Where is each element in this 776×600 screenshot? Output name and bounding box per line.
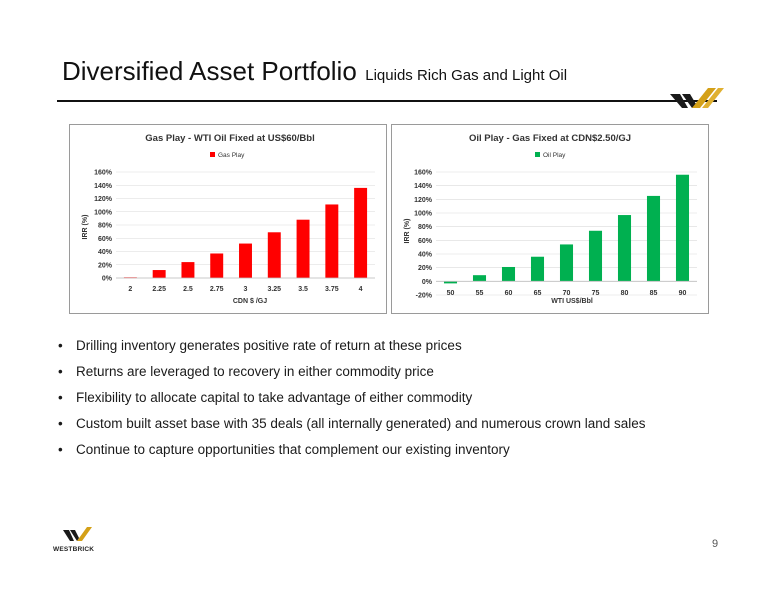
gas-y-tick-label: 20% [98,262,113,269]
oil-x-tick-label: 90 [679,290,687,297]
oil-x-tick-label: 70 [563,290,571,297]
gas-x-tick-label: 4 [359,286,363,293]
gas-x-tick-label: 3 [244,286,248,293]
gas-y-axis-label: IRR (%) [82,215,89,240]
oil-bar [472,275,487,282]
gas-bar [239,243,252,278]
oil-bar [617,215,632,282]
oil-x-tick-label: 85 [650,290,658,297]
gas-y-tick-label: 120% [94,196,113,203]
gas-legend-swatch [210,152,215,157]
gas-bar [152,270,166,278]
oil-bar [443,281,458,284]
oil-x-tick-label: 50 [447,290,455,297]
footer-logo-text: WESTBRICK [53,546,95,553]
oil-bar [559,244,574,282]
oil-y-tick-label: 80% [418,224,433,231]
oil-y-tick-label: 160% [414,170,433,177]
oil-bar [646,195,661,282]
gas-x-tick-label: 2.75 [210,286,224,293]
bullet-item: Custom built asset base with 35 deals (a… [56,411,646,437]
gas-x-tick-label: 3.5 [298,286,308,293]
gas-x-tick-label: 2.25 [152,286,166,293]
oil-y-tick-label: 120% [414,197,433,204]
gas-bar [325,204,339,278]
gas-y-tick-label: 140% [94,183,113,190]
gas-bar [181,262,195,278]
oil-play-chart-svg: Oil Play - Gas Fixed at CDN$2.50/GJ Oil … [404,133,697,305]
oil-bar [530,256,545,282]
bullet-item: Flexibility to allocate capital to take … [56,385,646,411]
oil-y-axis-label: IRR (%) [404,219,411,244]
gas-bar [267,232,281,278]
gas-play-chart: Gas Play - WTI Oil Fixed at US$60/Bbl Ga… [69,124,387,314]
gas-bar [210,253,224,278]
oil-y-tick-label: 100% [414,211,433,218]
oil-x-tick-label: 80 [621,290,629,297]
oil-y-tick-label: 20% [418,265,433,272]
gas-y-tick-label: 40% [98,249,113,256]
oil-play-chart: Oil Play - Gas Fixed at CDN$2.50/GJ Oil … [391,124,709,314]
bullet-item: Returns are leveraged to recovery in eit… [56,359,646,385]
gas-y-tick-label: 80% [98,223,113,230]
gas-chart-title: Gas Play - WTI Oil Fixed at US$60/Bbl [145,133,314,144]
oil-legend-swatch [535,152,540,157]
gas-x-tick-label: 2.5 [183,286,193,293]
title-divider [57,100,717,102]
footer-logo-icon [63,527,92,541]
bullet-item: Drilling inventory generates positive ra… [56,333,646,359]
oil-y-tick-label: 140% [414,183,433,190]
oil-plot: -20% 0% 20% 40% 60% 80% 100% 120% 140% 160% 50 55 60… [414,170,697,300]
gas-legend-label: Gas Play [218,152,245,159]
oil-y-tick-label: 40% [418,252,433,259]
oil-y-tick-label: 0% [422,279,433,286]
title-main: Diversified Asset Portfolio [62,56,357,86]
bullet-list: Drilling inventory generates positive ra… [56,333,646,463]
oil-x-tick-label: 65 [534,290,542,297]
oil-x-axis-label: WTI US$/Bbl [551,298,593,305]
gas-x-axis-label: CDN $ /GJ [233,298,267,305]
gas-x-tick-label: 3.75 [325,286,339,293]
title-subtitle: Liquids Rich Gas and Light Oil [365,67,568,84]
gas-y-tick-label: 60% [98,236,113,243]
oil-legend-label: Oil Play [543,152,566,159]
oil-y-tick-label: -20% [416,293,433,300]
oil-bar [501,266,516,282]
bullet-item: Continue to capture opportunities that c… [56,437,646,463]
gas-plot: 0% 20% 40% 60% 80% 100% 120% 140% 160% 2 2.25 2.5 2.… [94,170,375,293]
oil-x-tick-label: 60 [505,290,513,297]
gas-y-tick-label: 100% [94,209,113,216]
slide-title: Diversified Asset Portfolio Liquids Rich… [62,56,567,87]
oil-y-tick-label: 60% [418,238,433,245]
gas-bar [296,219,310,278]
gas-play-chart-svg: Gas Play - WTI Oil Fixed at US$60/Bbl Ga… [82,133,375,305]
oil-x-tick-label: 55 [476,290,484,297]
gas-y-tick-label: 160% [94,170,113,177]
gas-x-tick-label: 2 [128,286,132,293]
page-number: 9 [712,538,719,550]
gas-y-tick-label: 0% [102,276,113,283]
gas-bar [354,187,368,278]
oil-chart-title: Oil Play - Gas Fixed at CDN$2.50/GJ [469,133,631,144]
oil-bar [588,230,603,282]
oil-bar [675,174,690,282]
gas-x-tick-label: 3.25 [267,286,281,293]
oil-x-tick-label: 75 [592,290,600,297]
westbrick-logo-icon [670,88,724,108]
